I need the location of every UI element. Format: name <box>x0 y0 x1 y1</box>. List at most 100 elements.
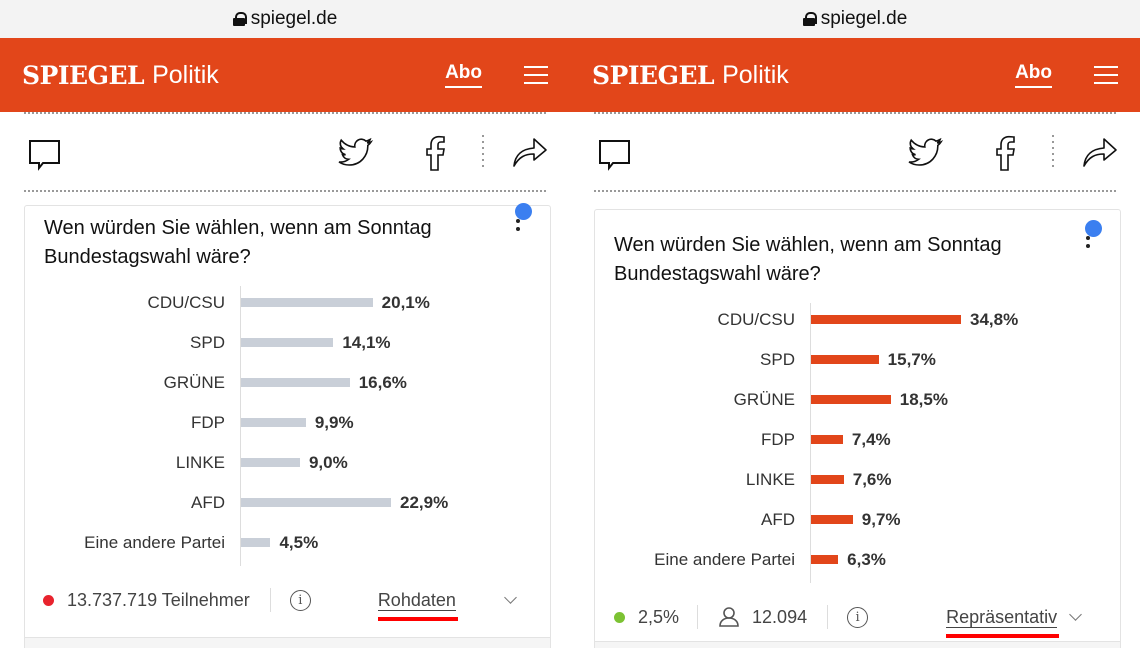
menu-icon[interactable] <box>1094 66 1118 84</box>
info-icon[interactable]: i <box>847 606 869 628</box>
chart-row: Eine andere Partei 4,5% <box>25 531 550 555</box>
bar-label: LINKE <box>745 470 795 489</box>
bar-value: 18,5% <box>899 390 948 409</box>
bar <box>241 298 373 307</box>
lock-icon <box>232 12 247 26</box>
site-header: SPIEGEL Politik Abo <box>0 38 570 112</box>
section-title[interactable]: Politik <box>152 60 219 89</box>
bar-value: 9,0% <box>308 453 348 472</box>
chart-row: AFD 9,7% <box>595 508 1120 532</box>
menu-icon[interactable] <box>524 66 548 84</box>
divider <box>1052 135 1054 171</box>
bar-value: 14,1% <box>342 333 391 352</box>
bar <box>811 515 853 524</box>
bar-value: 7,6% <box>852 470 892 489</box>
share-bar <box>570 133 1140 173</box>
mode-label[interactable]: Repräsentativ <box>946 606 1058 628</box>
chart-row: SPD 15,7% <box>595 348 1120 372</box>
bar-value: 22,9% <box>400 493 449 512</box>
chart-row: FDP 7,4% <box>595 428 1120 452</box>
next-card <box>24 637 551 648</box>
chart-row: GRÜNE 16,6% <box>25 371 550 395</box>
chart-axis <box>240 286 241 566</box>
twitter-icon[interactable] <box>338 137 374 169</box>
mode-toggle[interactable]: Repräsentativ <box>946 606 1060 638</box>
bar-value: 9,7% <box>861 510 901 529</box>
bar-label: AFD <box>761 510 795 529</box>
bar-value: 6,3% <box>847 550 886 569</box>
url-bar[interactable]: spiegel.de <box>570 0 1140 38</box>
abo-link[interactable]: Abo <box>1015 62 1052 88</box>
error-margin: 2,5% <box>638 606 680 627</box>
abo-link[interactable]: Abo <box>445 62 482 88</box>
bar <box>241 458 300 467</box>
bar-value: 4,5% <box>279 533 319 552</box>
chart-row: Eine andere Partei 6,3% <box>595 548 1120 572</box>
chart-row: SPD 14,1% <box>25 331 550 355</box>
poll-card: Wen würden Sie wählen, wenn am Sonntag B… <box>594 209 1121 648</box>
share-icon[interactable] <box>512 137 548 169</box>
section-title[interactable]: Politik <box>722 60 789 89</box>
lock-icon <box>802 12 817 26</box>
more-options-icon[interactable] <box>516 219 520 235</box>
status-dot <box>614 611 625 623</box>
bar-label: SPD <box>760 350 795 369</box>
bar-label: FDP <box>191 413 225 432</box>
bar <box>811 555 839 564</box>
annotation-underline <box>377 616 458 621</box>
panel-raw-data: spiegel.de SPIEGEL Politik Abo Wen würde… <box>0 0 570 648</box>
more-options-icon[interactable] <box>1086 236 1090 252</box>
bar-label: Eine andere Partei <box>84 533 225 552</box>
divider <box>24 112 546 114</box>
share-bar <box>0 133 570 173</box>
bar <box>241 498 391 507</box>
user-icon <box>719 607 739 627</box>
chart-row: GRÜNE 18,5% <box>595 388 1120 412</box>
bar <box>241 338 334 347</box>
info-icon[interactable]: i <box>289 589 311 611</box>
divider <box>594 190 1116 192</box>
poll-question: Wen würden Sie wählen, wenn am Sonntag B… <box>44 217 432 268</box>
participants-count: 13.737.719 Teilnehmer <box>67 589 250 610</box>
chevron-down-icon[interactable] <box>504 590 517 604</box>
divider <box>24 190 546 192</box>
bar-value: 7,4% <box>851 430 891 449</box>
chevron-down-icon[interactable] <box>1069 607 1083 621</box>
bar <box>811 315 961 324</box>
poll-footer: 13.737.719 Teilnehmer i Rohdaten <box>25 585 550 621</box>
bar <box>241 418 306 427</box>
poll-footer: 2,5% 12.094 i Repräsentativ <box>595 602 1120 638</box>
panel-representative: spiegel.de SPIEGEL Politik Abo Wen würde… <box>570 0 1140 648</box>
facebook-icon[interactable] <box>424 135 446 171</box>
bar-value: 34,8% <box>970 310 1019 329</box>
facebook-icon[interactable] <box>994 135 1016 171</box>
participants-count: 12.094 <box>752 606 808 627</box>
url-bar[interactable]: spiegel.de <box>0 0 570 38</box>
bar-label: SPD <box>190 333 225 352</box>
chart-axis <box>810 303 811 583</box>
twitter-icon[interactable] <box>908 137 944 169</box>
bar-value: 16,6% <box>358 373 407 392</box>
bar <box>811 355 879 364</box>
bar-value: 9,9% <box>314 413 354 432</box>
poll-card: Wen würden Sie wählen, wenn am Sonntag B… <box>24 203 551 648</box>
bar-label: GRÜNE <box>163 373 225 392</box>
share-icon[interactable] <box>1082 137 1118 169</box>
bar-label: FDP <box>761 430 795 449</box>
bar-label: GRÜNE <box>733 390 795 409</box>
comment-icon[interactable] <box>598 139 632 173</box>
mode-toggle[interactable]: Rohdaten <box>377 589 458 621</box>
chart-row: CDU/CSU 20,1% <box>25 291 550 315</box>
logo[interactable]: SPIEGEL <box>22 60 145 90</box>
status-dot <box>43 594 54 606</box>
divider <box>594 112 1116 114</box>
url-text: spiegel.de <box>820 8 908 29</box>
mode-label[interactable]: Rohdaten <box>377 589 456 611</box>
logo[interactable]: SPIEGEL <box>592 60 715 90</box>
divider <box>269 588 271 612</box>
divider <box>482 135 484 171</box>
comment-icon[interactable] <box>28 139 62 173</box>
bar-label: CDU/CSU <box>717 310 795 329</box>
chart-row: CDU/CSU 34,8% <box>595 308 1120 332</box>
next-card <box>594 641 1121 648</box>
